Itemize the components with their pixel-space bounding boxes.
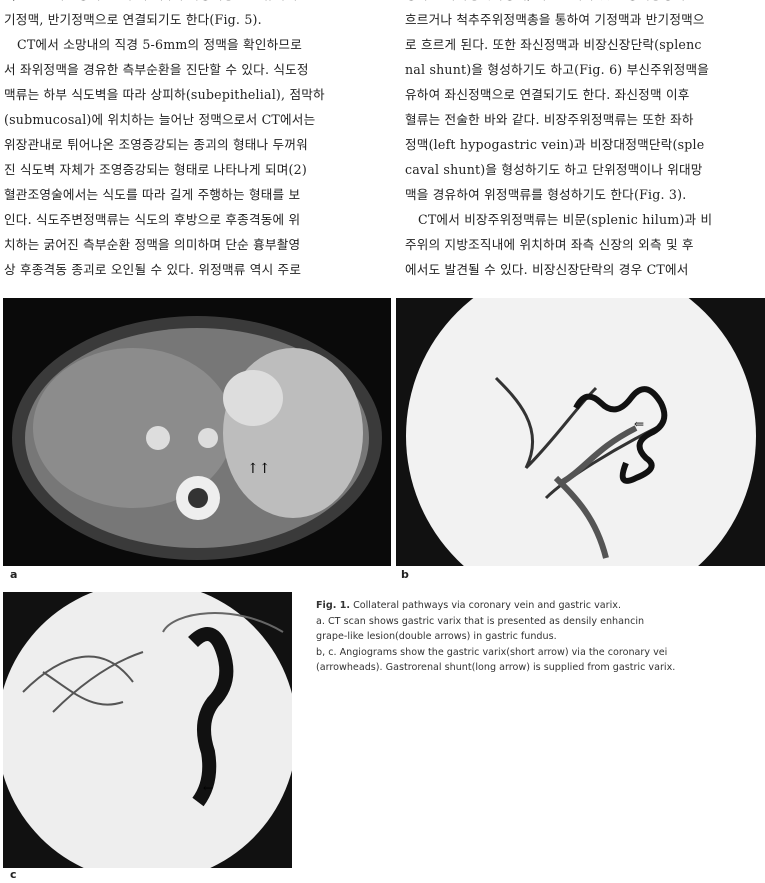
- text-line: CT에서 비장주위정맥류는 비문(splenic hilum)과 비: [418, 212, 713, 227]
- figure-a: ↑↑: [3, 298, 391, 566]
- caption-line: a. CT scan shows gastric varix that is p…: [316, 615, 645, 627]
- svg-text:⇐: ⇐: [634, 417, 644, 431]
- text-line: 정하고 좌하횡격막정맥, 좌신장피막 및 음정맥총정맥으: [405, 0, 765, 7]
- text-line: 유하여 좌신정맥으로 연결되기도 한다. 좌신정맥 이후: [405, 87, 690, 102]
- text-line: caval shunt)을 형성하기도 하고 단위정맥이나 위대망: [405, 162, 703, 177]
- text-line: 기정맥, 반기정맥으로 연결되기도 한다(Fig. 5).: [4, 12, 262, 27]
- text-line: 4). 또한 좌신정맥으로부터 척추주위정맥총을 경유하여: [4, 0, 360, 7]
- text-line: 혈류는 전술한 바와 같다. 비장주위정맥류는 또한 좌하: [405, 112, 694, 127]
- svg-text:←: ←: [203, 781, 213, 795]
- figure-b: ⇐: [396, 298, 765, 566]
- text-line: CT에서 소망내의 직경 5-6mm의 정맥을 확인하므로: [17, 37, 302, 52]
- text-line: 진 식도벽 자체가 조영증강되는 형태로 나타나게 되며(2): [4, 162, 307, 177]
- text-line: (submucosal)에 위치하는 늘어난 정맥으로서 CT에서는: [4, 112, 316, 127]
- right-column: 정하고 좌하횡격막정맥, 좌신장피막 및 음정맥총정맥으흐르거나 척추주위정맥총…: [405, 0, 765, 282]
- text-line: 흐르거나 척추주위정맥총을 통하여 기정맥과 반기정맥으: [405, 12, 705, 27]
- figure-label: c: [10, 868, 17, 881]
- figure-label: a: [10, 568, 18, 581]
- text-line: 상 후종격동 종괴로 오인될 수 있다. 위정맥류 역시 주로: [4, 262, 302, 277]
- caption-text: Collateral pathways via coronary vein an…: [353, 600, 622, 611]
- figure-c: ←: [3, 592, 292, 868]
- caption-line: grape-like lesion(double arrows) in gast…: [316, 631, 557, 642]
- text-line: nal shunt)을 형성하기도 하고(Fig. 6) 부신주위정맥을: [405, 62, 710, 77]
- text-line: 주위의 지방조직내에 위치하며 좌측 신장의 외측 및 후: [405, 237, 694, 252]
- figure-label: b: [401, 568, 409, 581]
- text-line: 서 좌위정맥을 경유한 측부순환을 진단할 수 있다. 식도정: [4, 62, 309, 77]
- text-line: 인다. 식도주변정맥류는 식도의 후방으로 후종격동에 위: [4, 212, 301, 227]
- text-line: 위장관내로 튀어나온 조영증강되는 종괴의 형태나 두꺼워: [4, 137, 308, 152]
- caption-line: b, c. Angiograms show the gastric varix(…: [316, 646, 668, 658]
- text-line: 맥을 경유하여 위정맥류를 형성하기도 한다(Fig. 3).: [405, 187, 687, 202]
- text-line: 정맥(left hypogastric vein)과 비장대정맥단락(sple: [405, 137, 705, 152]
- left-column: 4). 또한 좌신정맥으로부터 척추주위정맥총을 경유하여기정맥, 반기정맥으로…: [4, 0, 360, 282]
- text-line: 치하는 굵어진 측부순환 정맥을 의미하며 단순 흉부촬영: [4, 237, 301, 252]
- svg-text:↑↑: ↑↑: [247, 461, 270, 477]
- caption-title: Fig. 1.: [316, 600, 351, 611]
- figure-caption: Fig. 1. Collateral pathways via coronary…: [316, 598, 765, 676]
- text-line: 맥류는 하부 식도벽을 따라 상피하(subepithelial), 점막하: [4, 87, 325, 102]
- caption-line: (arrowheads). Gastrorenal shunt(long arr…: [316, 662, 676, 673]
- text-line: 에서도 발견될 수 있다. 비장신장단락의 경우 CT에서: [405, 262, 689, 277]
- text-line: 혈관조영술에서는 식도를 따라 길게 주행하는 형태를 보: [4, 187, 301, 202]
- text-line: 로 흐르게 된다. 또한 좌신정맥과 비장신장단락(splenc: [405, 37, 702, 52]
